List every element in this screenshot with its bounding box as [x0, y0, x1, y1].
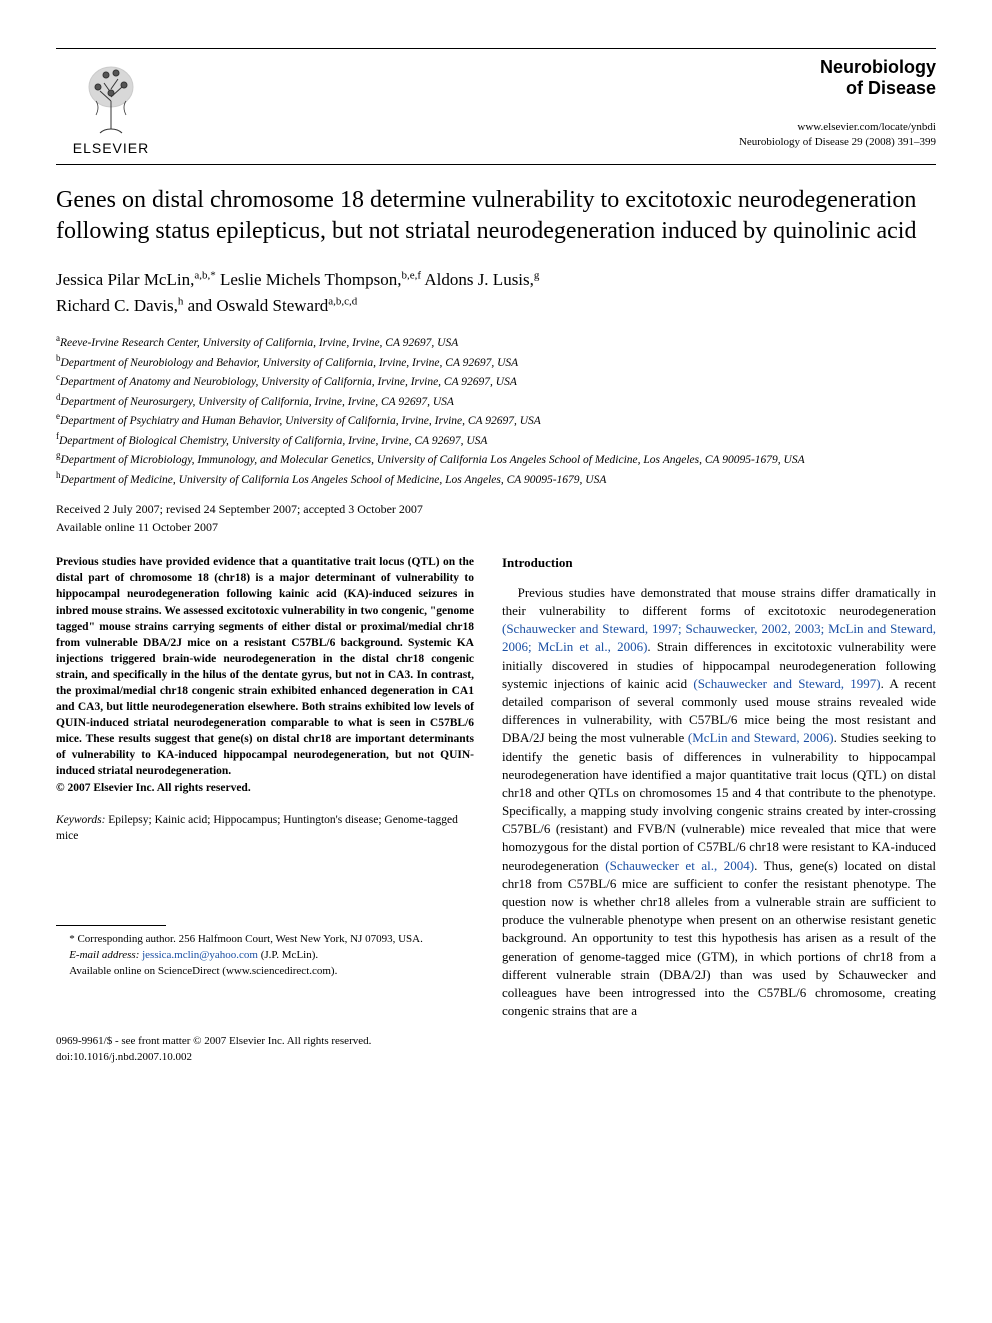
article-title: Genes on distal chromosome 18 determine …: [56, 185, 936, 247]
author-list: Jessica Pilar McLin,a,b,* Leslie Michels…: [56, 267, 936, 318]
section-heading-introduction: Introduction: [502, 554, 936, 572]
affiliation: dDepartment of Neurosurgery, University …: [56, 391, 936, 411]
doi-line: doi:10.1016/j.nbd.2007.10.002: [56, 1050, 936, 1065]
affiliation: bDepartment of Neurobiology and Behavior…: [56, 352, 936, 372]
corresponding-author: * Corresponding author. 256 Halfmoon Cou…: [56, 932, 474, 948]
citation-link[interactable]: (Schauwecker et al., 2004): [605, 858, 754, 873]
affiliation: aReeve-Irvine Research Center, Universit…: [56, 332, 936, 352]
right-column: Introduction Previous studies have demon…: [502, 554, 936, 1020]
author: Richard C. Davis,h: [56, 296, 183, 315]
issn-line: 0969-9961/$ - see front matter © 2007 El…: [56, 1034, 936, 1049]
bottom-meta: 0969-9961/$ - see front matter © 2007 El…: [56, 1034, 936, 1065]
keywords-list: Epilepsy; Kainic acid; Hippocampus; Hunt…: [56, 814, 458, 843]
affiliation-list: aReeve-Irvine Research Center, Universit…: [56, 332, 936, 488]
email-link[interactable]: jessica.mclin@yahoo.com: [142, 949, 258, 961]
footnotes: * Corresponding author. 256 Halfmoon Cou…: [56, 932, 474, 980]
footnote-rule: [56, 925, 166, 926]
journal-citation: Neurobiology of Disease 29 (2008) 391–39…: [739, 135, 936, 150]
article-dates: Received 2 July 2007; revised 24 Septemb…: [56, 500, 936, 536]
affiliation: fDepartment of Biological Chemistry, Uni…: [56, 430, 936, 450]
affiliation: cDepartment of Anatomy and Neurobiology,…: [56, 371, 936, 391]
top-rule: [56, 48, 936, 49]
abstract-copyright: © 2007 Elsevier Inc. All rights reserved…: [56, 782, 251, 794]
affiliation: hDepartment of Medicine, University of C…: [56, 469, 936, 489]
email-tail: (J.P. McLin).: [261, 949, 318, 961]
email-label: E-mail address:: [69, 949, 139, 961]
sciencedirect-note: Available online on ScienceDirect (www.s…: [56, 964, 474, 980]
publisher-name: ELSEVIER: [73, 139, 149, 158]
mid-rule: [56, 164, 936, 165]
author: Jessica Pilar McLin,a,b,*: [56, 270, 216, 289]
header-row: ELSEVIER Neurobiology of Disease www.els…: [56, 57, 936, 158]
journal-name-line1: Neurobiology: [820, 57, 936, 77]
affiliation: gDepartment of Microbiology, Immunology,…: [56, 449, 936, 469]
journal-name-line2: of Disease: [846, 78, 936, 98]
citation-link[interactable]: (Schauwecker and Steward, 1997): [693, 676, 880, 691]
received-date: Received 2 July 2007; revised 24 Septemb…: [56, 500, 936, 518]
journal-url[interactable]: www.elsevier.com/locate/ynbdi: [739, 120, 936, 135]
citation-link[interactable]: (McLin and Steward, 2006): [688, 730, 834, 745]
publisher-logo-block: ELSEVIER: [56, 57, 166, 158]
author: Aldons J. Lusis,g: [424, 270, 539, 289]
online-date: Available online 11 October 2007: [56, 518, 936, 536]
keywords-block: Keywords: Epilepsy; Kainic acid; Hippoca…: [56, 812, 474, 845]
two-column-layout: Previous studies have provided evidence …: [56, 554, 936, 1020]
author: and Oswald Stewarda,b,c,d: [188, 296, 358, 315]
affiliation: eDepartment of Psychiatry and Human Beha…: [56, 410, 936, 430]
email-line: E-mail address: jessica.mclin@yahoo.com …: [56, 948, 474, 964]
journal-name: Neurobiology of Disease: [739, 57, 936, 98]
journal-block: Neurobiology of Disease www.elsevier.com…: [739, 57, 936, 150]
intro-paragraph: Previous studies have demonstrated that …: [502, 584, 936, 1021]
left-column: Previous studies have provided evidence …: [56, 554, 474, 1020]
author: Leslie Michels Thompson,b,e,f: [220, 270, 421, 289]
keywords-label: Keywords:: [56, 814, 105, 826]
elsevier-tree-icon: [76, 57, 146, 135]
abstract: Previous studies have provided evidence …: [56, 554, 474, 795]
